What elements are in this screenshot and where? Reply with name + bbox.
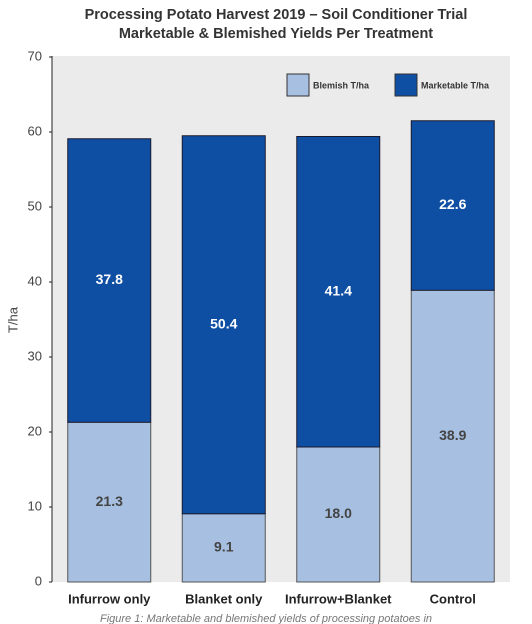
legend-swatch	[286, 73, 310, 97]
bar-segment	[410, 289, 495, 583]
bar-segment	[67, 138, 152, 423]
x-tick-label: Infurrow only	[68, 591, 151, 606]
data-label: 37.8	[96, 271, 123, 287]
y-tick-label: 30	[28, 348, 42, 363]
y-axis-label: T/ha	[5, 306, 20, 333]
y-tick-label: 60	[28, 123, 42, 138]
data-label: 41.4	[325, 282, 352, 298]
legend-label: Blemish T/ha	[313, 80, 370, 90]
data-label: 18.0	[325, 505, 352, 521]
y-tick-label: 0	[35, 573, 42, 588]
x-tick-label: Blanket only	[185, 591, 263, 606]
y-tick-label: 40	[28, 273, 42, 288]
data-label: 50.4	[210, 315, 237, 331]
bar-segment	[67, 421, 152, 583]
legend-swatch	[394, 73, 418, 97]
bar-segment	[296, 136, 381, 448]
bar-segment	[410, 120, 495, 291]
x-tick-label: Infurrow+Blanket	[285, 591, 392, 606]
x-tick-label: Control	[430, 591, 476, 606]
data-label: 38.9	[439, 427, 466, 443]
caption: Figure 1: Marketable and blemished yield…	[100, 613, 432, 624]
data-label: 21.3	[96, 493, 123, 509]
chart-title: Processing Potato Harvest 2019 – Soil Co…	[85, 7, 468, 23]
bar-segment	[296, 446, 381, 583]
legend-label: Marketable T/ha	[421, 80, 490, 90]
chart-subtitle: Marketable & Blemished Yields Per Treatm…	[119, 26, 433, 42]
y-tick-label: 10	[28, 498, 42, 513]
bar-segment	[181, 135, 266, 515]
y-tick-label: 70	[28, 48, 42, 63]
data-label: 9.1	[214, 539, 234, 555]
y-tick-label: 50	[28, 198, 42, 213]
data-label: 22.6	[439, 196, 466, 212]
y-tick-label: 20	[28, 423, 42, 438]
